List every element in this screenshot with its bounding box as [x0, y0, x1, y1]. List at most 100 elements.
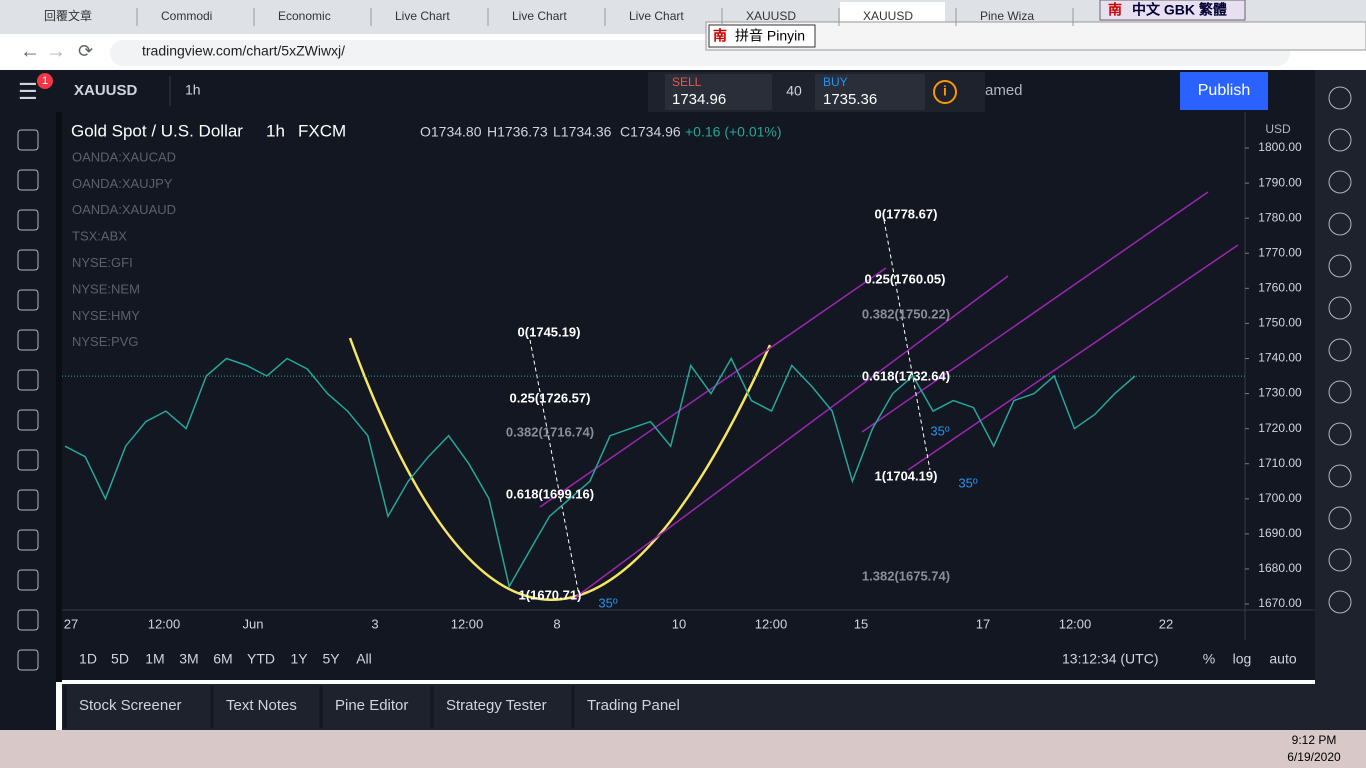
sidebar-icon[interactable]	[1328, 380, 1352, 404]
fib-label: 0.382(1716.74)	[506, 424, 594, 439]
angle-label: 35º	[958, 475, 977, 490]
tool-icon[interactable]	[17, 569, 39, 591]
bottom-tab[interactable]: Trading Panel	[587, 697, 680, 714]
browser-tab[interactable]: XAUUSD	[863, 9, 913, 23]
fib-label: 0.25(1726.57)	[510, 390, 591, 405]
back-button[interactable]: ←	[20, 40, 40, 62]
overlay-symbol[interactable]: NYSE:NEM	[72, 281, 140, 296]
interval[interactable]: 1h	[185, 82, 201, 98]
tool-icon[interactable]	[17, 409, 39, 431]
ohlc-change: +0.16 (+0.01%)	[685, 124, 782, 140]
sidebar-icon[interactable]	[1328, 86, 1352, 110]
fib-label: 0.382(1750.22)	[862, 306, 950, 321]
browser-tab[interactable]: Live Chart	[629, 9, 684, 23]
tool-icon[interactable]	[17, 609, 39, 631]
url[interactable]: tradingview.com/chart/5xZWiwxj/	[142, 43, 345, 59]
browser-tab[interactable]: Live Chart	[395, 9, 450, 23]
overlay-symbol[interactable]: OANDA:XAUCAD	[72, 149, 176, 164]
ohlc-close: C1734.96	[620, 124, 681, 140]
scale-option[interactable]: log	[1233, 651, 1252, 667]
scale-option[interactable]: auto	[1269, 651, 1296, 667]
sidebar-icon[interactable]	[1328, 128, 1352, 152]
bottom-tab[interactable]: Stock Screener	[79, 697, 182, 714]
range-button[interactable]: 1M	[145, 651, 164, 667]
tool-icon[interactable]	[17, 289, 39, 311]
range-button[interactable]: 6M	[213, 651, 232, 667]
sidebar-icon[interactable]	[1328, 212, 1352, 236]
sidebar-icon[interactable]	[1328, 296, 1352, 320]
sell-label[interactable]: SELL	[672, 75, 702, 89]
sidebar-icon[interactable]	[1328, 506, 1352, 530]
x-tick-label: 27	[64, 616, 78, 631]
overlay-symbol[interactable]: OANDA:XAUJPY	[72, 176, 173, 191]
fib-label: 0(1745.19)	[518, 324, 581, 339]
tool-icon[interactable]	[17, 249, 39, 271]
price-line	[64, 356, 1136, 589]
info-icon[interactable]: i	[943, 83, 947, 99]
x-tick-label: 12:00	[451, 616, 484, 631]
tool-icon[interactable]	[17, 649, 39, 671]
layout-name[interactable]: amed	[985, 82, 1023, 99]
tool-icon[interactable]	[17, 449, 39, 471]
spread: 40	[786, 83, 802, 99]
browser-tab[interactable]: Economic	[278, 9, 331, 23]
sidebar-icon[interactable]	[1328, 590, 1352, 614]
menu-button[interactable]: ☰	[18, 79, 38, 104]
ime-input: 拼音 Pinyin	[735, 28, 805, 44]
browser-tab[interactable]: XAUUSD	[746, 9, 796, 23]
sidebar-icon[interactable]	[1328, 548, 1352, 572]
browser-tab[interactable]: Commodi	[161, 9, 212, 23]
tool-icon[interactable]	[17, 129, 39, 151]
bottom-tab[interactable]: Pine Editor	[335, 697, 408, 714]
tool-icon[interactable]	[17, 369, 39, 391]
symbol[interactable]: XAUUSD	[74, 82, 138, 99]
x-tick-label: 12:00	[148, 616, 181, 631]
y-tick-label: 1670.00	[1258, 596, 1302, 610]
browser-tab[interactable]: 回覆文章	[44, 8, 92, 23]
range-button[interactable]: 5D	[111, 651, 129, 667]
buy-price[interactable]: 1735.36	[823, 91, 877, 108]
y-tick-label: 1750.00	[1258, 316, 1302, 330]
sidebar-icon[interactable]	[1328, 464, 1352, 488]
angle-label: 35º	[930, 423, 949, 438]
tool-icon[interactable]	[17, 489, 39, 511]
range-button[interactable]: YTD	[247, 651, 275, 667]
buy-label[interactable]: BUY	[823, 75, 848, 89]
overlay-symbol[interactable]: OANDA:XAUAUD	[72, 202, 176, 217]
overlay-symbol[interactable]: NYSE:HMY	[72, 308, 140, 323]
publish-button[interactable]: Publish	[1198, 82, 1250, 99]
overlay-symbol[interactable]: TSX:ABX	[72, 229, 127, 244]
y-tick-label: 1780.00	[1258, 210, 1302, 224]
ohlc-low: L1734.36	[553, 124, 612, 140]
reload-button[interactable]: ⟳	[78, 41, 93, 61]
tool-icon[interactable]	[17, 529, 39, 551]
sidebar-icon[interactable]	[1328, 170, 1352, 194]
sidebar-icon[interactable]	[1328, 254, 1352, 278]
sidebar-icon[interactable]	[1328, 338, 1352, 362]
sell-price[interactable]: 1734.96	[672, 91, 726, 108]
tool-icon[interactable]	[17, 329, 39, 351]
browser-tab[interactable]: Live Chart	[512, 9, 567, 23]
range-button[interactable]: 1Y	[290, 651, 308, 667]
y-tick-label: 1770.00	[1258, 245, 1302, 259]
ime-mode[interactable]: 中文 GBK 繁體	[1132, 2, 1227, 18]
tool-icon[interactable]	[17, 169, 39, 191]
alert-badge: 1	[42, 75, 48, 87]
overlay-symbol[interactable]: NYSE:PVG	[72, 334, 138, 349]
range-button[interactable]: 5Y	[322, 651, 340, 667]
y-tick-label: 1740.00	[1258, 351, 1302, 365]
tool-icon[interactable]	[17, 209, 39, 231]
fib-label: 1(1670.71)	[519, 587, 582, 602]
range-button[interactable]: All	[356, 651, 372, 667]
overlay-symbol[interactable]: NYSE:GFI	[72, 255, 133, 270]
forward-button[interactable]: →	[46, 40, 66, 62]
range-button[interactable]: 1D	[79, 651, 97, 667]
range-button[interactable]: 3M	[179, 651, 198, 667]
currency: USD	[1265, 122, 1291, 136]
bottom-tab[interactable]: Strategy Tester	[446, 697, 547, 714]
browser-tab[interactable]: Pine Wiza	[980, 9, 1034, 23]
scale-option[interactable]: %	[1203, 651, 1215, 667]
bottom-tab[interactable]: Text Notes	[226, 697, 297, 714]
sidebar-icon[interactable]	[1328, 422, 1352, 446]
